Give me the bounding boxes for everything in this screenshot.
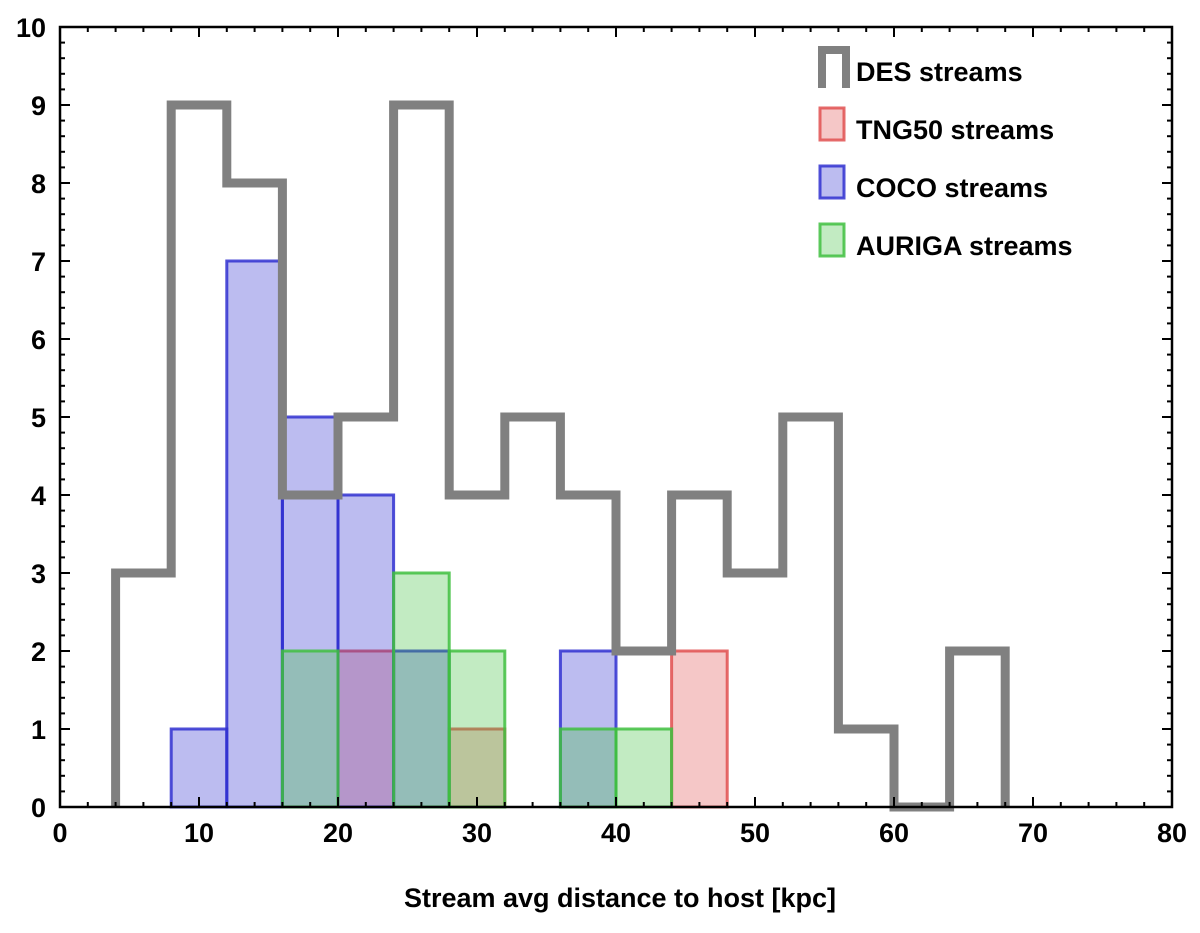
tng50-bar-20-24 [336, 649, 396, 809]
tick-labels-layer: 0 10 20 30 40 50 60 70 80 0 1 2 3 4 5 6 7 8 9 10 [16, 13, 1187, 848]
legend-label-coco-streams: COCO streams [856, 173, 1048, 203]
legend-label-tng50-streams: TNG50 streams [856, 115, 1054, 145]
x-tick-label-10: 10 [184, 818, 214, 848]
tng50-bar-28-32 [447, 727, 507, 809]
y-tick-label-3: 3 [31, 559, 46, 589]
y-tick-label-4: 4 [31, 481, 46, 511]
x-tick-label-30: 30 [462, 818, 492, 848]
legend-swatch-des-streams [818, 46, 850, 88]
legend-swatch-tng50-streams [818, 106, 846, 142]
coco-bar-20-24 [336, 493, 396, 809]
tng50-bar-44-48 [670, 649, 729, 809]
y-tick-label-6: 6 [31, 325, 46, 355]
legend-label-auriga-streams: AURIGA streams [856, 231, 1073, 261]
bars-layer [169, 259, 729, 809]
des-streams-step-line [111, 100, 1010, 812]
x-tick-label-50: 50 [740, 818, 770, 848]
x-axis-label: Stream avg distance to host [kpc] [404, 883, 836, 913]
y-tick-label-5: 5 [31, 403, 46, 433]
legend-swatch-auriga-streams [818, 222, 846, 258]
coco-bar-8-12 [169, 727, 229, 809]
x-tick-label-0: 0 [52, 818, 67, 848]
x-tick-label-20: 20 [323, 818, 353, 848]
x-tick-label-60: 60 [879, 818, 909, 848]
auriga-bar-36-40 [558, 727, 618, 809]
coco-bar-12-16 [225, 259, 284, 809]
legend: DES streams TNG50 streams COCO streams AURI… [818, 46, 1073, 261]
x-tick-label-40: 40 [601, 818, 631, 848]
y-tick-label-9: 9 [31, 91, 46, 121]
y-tick-label-2: 2 [31, 637, 46, 667]
y-tick-label-7: 7 [31, 247, 46, 277]
y-tick-label-8: 8 [31, 169, 46, 199]
y-tick-label-10: 10 [16, 13, 46, 43]
legend-swatch-coco-streams [818, 164, 846, 200]
ticks-layer [59, 26, 1173, 808]
y-tick-label-0: 0 [31, 793, 46, 823]
y-tick-label-1: 1 [31, 715, 46, 745]
x-tick-label-70: 70 [1018, 818, 1048, 848]
x-tick-label-80: 80 [1157, 818, 1187, 848]
des-step-layer [111, 100, 1010, 812]
auriga-bar-40-44 [614, 727, 674, 809]
auriga-bar-28-32 [447, 649, 507, 809]
auriga-bar-24-28 [392, 571, 451, 809]
auriga-bar-16-20 [280, 649, 340, 809]
legend-label-des-streams: DES streams [856, 57, 1023, 87]
